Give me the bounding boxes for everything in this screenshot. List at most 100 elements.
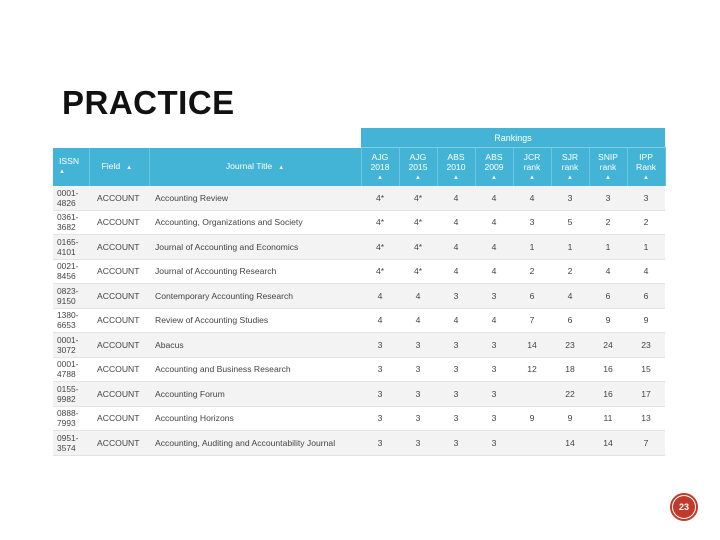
jcr-cell: 14 xyxy=(513,332,551,358)
abs2010-cell: 3 xyxy=(437,381,475,407)
ajg2015-cell: 4 xyxy=(399,283,437,309)
column-header-jcr-rank[interactable]: JCR rank ▲ xyxy=(513,147,552,186)
sort-arrow-icon[interactable]: ▲ xyxy=(126,164,133,171)
ajg2015-cell: 4* xyxy=(399,210,437,235)
page-number-badge: 23 xyxy=(670,493,698,521)
table-row: 0155- 9982 ACCOUNT Accounting Forum 3 3 3… xyxy=(53,381,666,407)
ajg2018-cell: 3 xyxy=(361,381,399,407)
rankings-table-container: Rankings ISSN ▲ Field ▲ Journal Title ▲ AJ… xyxy=(53,128,666,456)
sjr-cell: 1 xyxy=(551,234,589,260)
sort-arrow-icon[interactable]: ▲ xyxy=(377,174,383,181)
column-header-issn[interactable]: ISSN ▲ xyxy=(53,147,90,186)
issn-cell: 0361- 3682 xyxy=(53,210,89,235)
field-cell: ACCOUNT xyxy=(89,259,149,284)
issn-cell: 0001- 4788 xyxy=(53,357,89,382)
issn-cell: 0001- 4826 xyxy=(53,186,89,211)
ajg2015-cell: 4* xyxy=(399,234,437,260)
table-row: 0001- 4788 ACCOUNT Accounting and Busines… xyxy=(53,357,666,382)
sort-arrow-icon[interactable]: ▲ xyxy=(643,174,649,181)
sjr-cell: 14 xyxy=(551,430,589,456)
field-cell: ACCOUNT xyxy=(89,234,149,260)
ajg2018-cell: 3 xyxy=(361,430,399,456)
abs2009-cell: 4 xyxy=(475,234,513,260)
sort-arrow-icon[interactable]: ▲ xyxy=(59,169,65,176)
sort-arrow-icon[interactable]: ▲ xyxy=(453,174,459,181)
sort-arrow-icon[interactable]: ▲ xyxy=(529,174,535,181)
ajg2018-cell: 4* xyxy=(361,186,399,211)
abs2010-cell: 4 xyxy=(437,259,475,284)
column-header-ipp-rank[interactable]: IPP Rank ▲ xyxy=(627,147,666,186)
journal-title-cell: Accounting, Organizations and Society xyxy=(149,210,361,235)
column-header-ajg2018[interactable]: AJG 2018 ▲ xyxy=(361,147,400,186)
table-row: 0021- 8456 ACCOUNT Journal of Accounting … xyxy=(53,259,666,284)
snip-cell: 1 xyxy=(589,234,627,260)
sort-arrow-icon[interactable]: ▲ xyxy=(605,174,611,181)
snip-cell: 11 xyxy=(589,406,627,431)
issn-cell: 0888- 7993 xyxy=(53,406,89,431)
column-header-snip-rank[interactable]: SNIP rank ▲ xyxy=(589,147,628,186)
journal-title-cell: Contemporary Accounting Research xyxy=(149,283,361,309)
page-title: PRACTICE xyxy=(62,84,235,121)
ajg2018-cell: 4* xyxy=(361,259,399,284)
sort-arrow-icon[interactable]: ▲ xyxy=(415,174,421,181)
journal-title-cell: Abacus xyxy=(149,332,361,358)
ajg2015-cell: 4* xyxy=(399,259,437,284)
issn-cell: 0001- 3072 xyxy=(53,332,89,358)
sjr-cell: 4 xyxy=(551,283,589,309)
journal-title-cell: Journal of Accounting and Economics xyxy=(149,234,361,260)
ajg2015-cell: 4 xyxy=(399,308,437,333)
issn-cell: 1380- 6653 xyxy=(53,308,89,333)
jcr-cell xyxy=(513,381,551,407)
table-row: 0888- 7993 ACCOUNT Accounting Horizons 3 … xyxy=(53,406,666,431)
table-row: 0823- 9150 ACCOUNT Contemporary Accountin… xyxy=(53,283,666,309)
ajg2015-cell: 3 xyxy=(399,332,437,358)
ipp-cell: 6 xyxy=(627,283,666,309)
snip-cell: 6 xyxy=(589,283,627,309)
journal-title-cell: Accounting Horizons xyxy=(149,406,361,431)
rankings-table: Rankings ISSN ▲ Field ▲ Journal Title ▲ AJ… xyxy=(53,128,666,456)
abs2009-cell: 4 xyxy=(475,210,513,235)
field-cell: ACCOUNT xyxy=(89,308,149,333)
abs2009-cell: 3 xyxy=(475,381,513,407)
ipp-cell: 13 xyxy=(627,406,666,431)
snip-cell: 16 xyxy=(589,381,627,407)
abs2009-cell: 4 xyxy=(475,308,513,333)
ipp-cell: 3 xyxy=(627,186,666,211)
abs2010-cell: 3 xyxy=(437,406,475,431)
ipp-cell: 9 xyxy=(627,308,666,333)
abs2009-cell: 3 xyxy=(475,430,513,456)
column-header-abs2010[interactable]: ABS 2010 ▲ xyxy=(437,147,476,186)
sort-arrow-icon[interactable]: ▲ xyxy=(491,174,497,181)
ajg2018-cell: 4 xyxy=(361,283,399,309)
column-header-field[interactable]: Field ▲ xyxy=(89,147,150,186)
abs2010-cell: 3 xyxy=(437,332,475,358)
sjr-cell: 9 xyxy=(551,406,589,431)
sort-arrow-icon[interactable]: ▲ xyxy=(278,164,285,171)
journal-title-cell: Review of Accounting Studies xyxy=(149,308,361,333)
issn-cell: 0165- 4101 xyxy=(53,234,89,260)
abs2010-cell: 3 xyxy=(437,283,475,309)
ajg2015-cell: 3 xyxy=(399,406,437,431)
jcr-cell: 7 xyxy=(513,308,551,333)
sort-arrow-icon[interactable]: ▲ xyxy=(567,174,573,181)
table-row: 0001- 3072 ACCOUNT Abacus 3 3 3 3 14 23 2… xyxy=(53,332,666,358)
abs2009-cell: 4 xyxy=(475,259,513,284)
jcr-cell: 3 xyxy=(513,210,551,235)
field-cell: ACCOUNT xyxy=(89,186,149,211)
journal-title-cell: Accounting and Business Research xyxy=(149,357,361,382)
sjr-cell: 3 xyxy=(551,186,589,211)
column-header-sjr-rank[interactable]: SJR rank ▲ xyxy=(551,147,590,186)
snip-cell: 2 xyxy=(589,210,627,235)
sjr-cell: 18 xyxy=(551,357,589,382)
table-row: 0165- 4101 ACCOUNT Journal of Accounting … xyxy=(53,234,666,260)
snip-cell: 16 xyxy=(589,357,627,382)
rankings-group-header: Rankings xyxy=(361,128,666,148)
snip-cell: 9 xyxy=(589,308,627,333)
column-header-journal-title[interactable]: Journal Title ▲ xyxy=(149,147,362,186)
column-header-abs2009[interactable]: ABS 2009 ▲ xyxy=(475,147,514,186)
issn-cell: 0823- 9150 xyxy=(53,283,89,309)
ajg2018-cell: 4* xyxy=(361,234,399,260)
field-cell: ACCOUNT xyxy=(89,357,149,382)
sjr-cell: 5 xyxy=(551,210,589,235)
column-header-ajg2015[interactable]: AJG 2015 ▲ xyxy=(399,147,438,186)
